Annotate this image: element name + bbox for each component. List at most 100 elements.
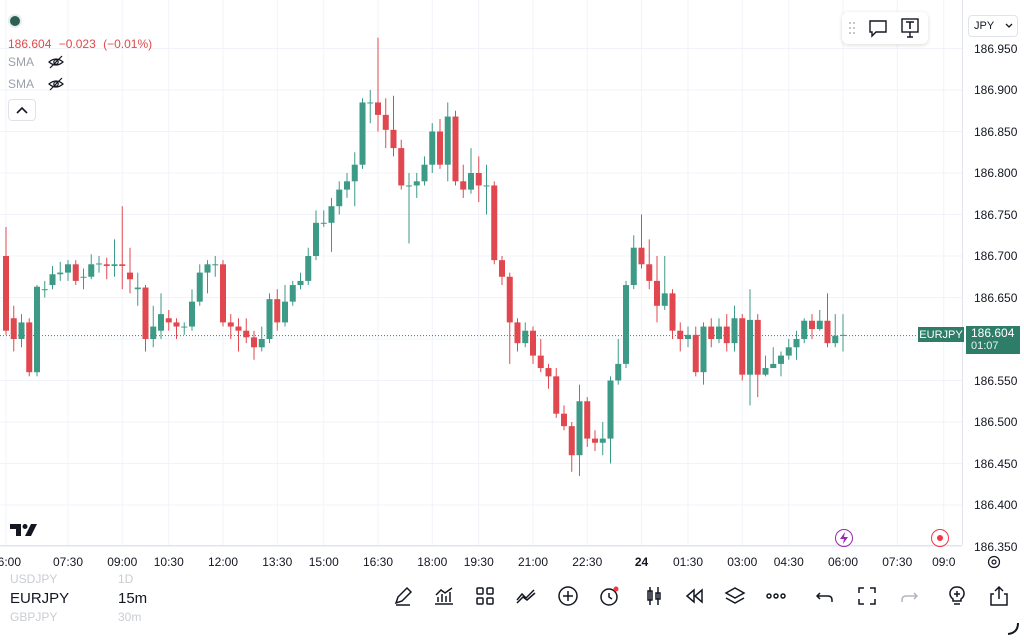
candle-body xyxy=(677,330,684,339)
alarm-clock-icon xyxy=(600,586,619,606)
candle-body xyxy=(801,320,808,339)
timeframe-next[interactable]: 30m xyxy=(118,610,142,624)
text-tool-icon xyxy=(901,18,919,38)
eye-hidden-icon[interactable] xyxy=(48,54,64,70)
record-icon[interactable] xyxy=(931,529,949,547)
candle-body xyxy=(429,131,436,165)
fullscreen-button[interactable] xyxy=(855,584,879,608)
candle-body xyxy=(568,426,575,456)
timeframe-prev[interactable]: 1D xyxy=(118,572,134,586)
candle-body xyxy=(700,326,707,373)
time-tick-label: 15:00 xyxy=(308,555,339,569)
candle-body xyxy=(328,206,335,223)
tradingview-logo-icon[interactable] xyxy=(10,522,38,538)
symbol-next[interactable]: GBPJPY xyxy=(10,610,58,624)
pen-icon xyxy=(394,586,413,606)
candle-body xyxy=(452,116,459,182)
time-tick-label: 07:30 xyxy=(52,555,84,569)
gear-icon[interactable] xyxy=(987,555,1001,569)
symbol-current[interactable]: EURJPY xyxy=(10,590,70,607)
chart-type-button[interactable] xyxy=(642,584,666,608)
share-button[interactable] xyxy=(987,584,1011,608)
text-tool-button[interactable] xyxy=(894,12,926,44)
candle-body xyxy=(305,256,312,281)
candle-body xyxy=(506,276,513,323)
add-button[interactable] xyxy=(556,584,580,608)
candle-body xyxy=(646,264,653,281)
price-tick-label: 186.350 xyxy=(974,539,1018,554)
layouts-button[interactable] xyxy=(473,584,497,608)
layers-button[interactable] xyxy=(723,584,747,608)
sma-label: SMA xyxy=(8,77,35,91)
candle-body xyxy=(708,326,715,339)
fullscreen-icon xyxy=(858,587,876,605)
candle-body xyxy=(119,264,126,266)
more-button[interactable] xyxy=(764,584,788,608)
currency-select[interactable]: JPY xyxy=(968,15,1018,37)
time-tick-label: 04:30 xyxy=(773,555,804,569)
candle-body xyxy=(10,318,17,339)
undo-button[interactable] xyxy=(813,584,837,608)
candle-body xyxy=(731,318,738,344)
time-tick-label: 21:00 xyxy=(517,555,549,569)
candle-body xyxy=(576,401,583,456)
sma-indicator-2[interactable]: SMA xyxy=(8,73,156,95)
candle-body xyxy=(80,276,87,278)
candles-icon xyxy=(647,587,661,605)
price-tick-label: 186.800 xyxy=(974,166,1018,180)
candle-body xyxy=(173,322,180,327)
candle-body xyxy=(785,347,792,356)
last-price-tag: 186.604 01:07 xyxy=(966,326,1020,354)
price-tick-label: 186.700 xyxy=(974,249,1018,263)
candle-body xyxy=(181,326,188,328)
chart-legend: 186.604 −0.023 (−0.01%) SMA SMA xyxy=(8,14,156,121)
quote-price: 186.604 xyxy=(8,37,52,51)
price-tick-label: 186.850 xyxy=(974,124,1018,139)
symbol-prev[interactable]: USDJPY xyxy=(10,572,58,586)
candle-body xyxy=(413,181,420,186)
candle-body xyxy=(607,380,614,439)
candle-body xyxy=(26,322,33,373)
redo-button[interactable] xyxy=(897,584,921,608)
compare-button[interactable] xyxy=(514,584,538,608)
candle-body xyxy=(692,334,699,373)
timeframe-picker[interactable]: 1D 15m 30m xyxy=(118,570,147,627)
candle-body xyxy=(491,185,498,261)
replay-button[interactable] xyxy=(682,584,706,608)
candle-body xyxy=(483,185,490,187)
indicators-button[interactable] xyxy=(432,584,456,608)
sma-indicator-1[interactable]: SMA xyxy=(8,51,156,73)
drag-handle-icon[interactable] xyxy=(842,21,862,35)
eye-hidden-icon[interactable] xyxy=(48,76,64,92)
candle-body xyxy=(111,264,118,266)
candle-body xyxy=(196,272,203,302)
rewind-icon xyxy=(685,588,703,604)
candle-body xyxy=(530,330,536,356)
candle-body xyxy=(437,131,443,165)
candle-body xyxy=(57,272,64,275)
grid-icon xyxy=(476,587,494,605)
candle-body xyxy=(537,355,544,369)
price-chart[interactable] xyxy=(0,0,1024,570)
time-tick-label: 06:00 xyxy=(0,555,22,569)
comment-button[interactable] xyxy=(862,12,894,44)
candle-body xyxy=(522,330,529,344)
flash-alert-icon[interactable] xyxy=(835,529,853,547)
candle-body xyxy=(282,301,288,323)
alerts-button[interactable] xyxy=(597,584,621,608)
compare-icon xyxy=(516,589,536,604)
candle-body xyxy=(251,337,257,348)
time-tick-label: 09:00 xyxy=(107,555,138,569)
drawing-tools-button[interactable] xyxy=(391,584,415,608)
quote-change: −0.023 xyxy=(58,37,96,51)
chevron-down-icon xyxy=(1005,23,1013,28)
candle-body xyxy=(406,185,412,187)
timeframe-current[interactable]: 15m xyxy=(118,590,148,607)
symbol-picker[interactable]: USDJPY EURJPY GBPJPY xyxy=(10,570,69,627)
candle-body xyxy=(289,285,296,302)
candle-body xyxy=(584,401,591,439)
candle-body xyxy=(816,320,823,330)
layers-icon xyxy=(724,587,746,604)
collapse-legend-button[interactable] xyxy=(8,99,36,121)
ideas-button[interactable] xyxy=(945,584,969,608)
